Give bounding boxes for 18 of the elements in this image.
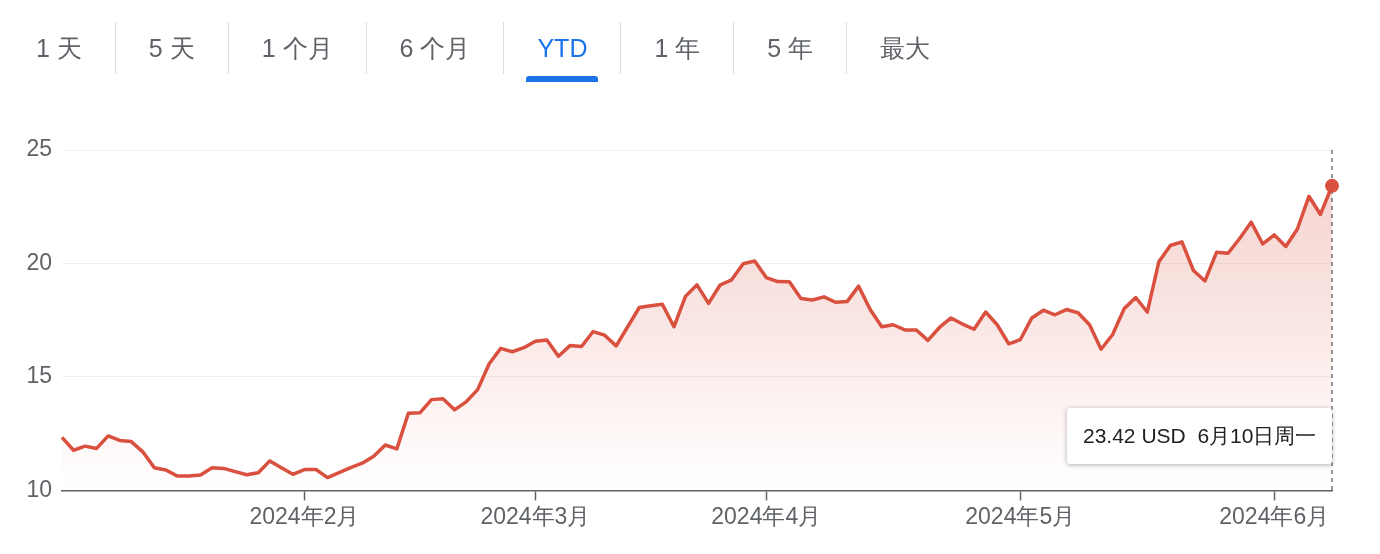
x-tick-label: 2024年5月: [965, 502, 1076, 529]
x-tick-label: 2024年4月: [711, 502, 822, 529]
x-tick-label: 2024年3月: [480, 502, 591, 529]
y-tick-label: 10: [26, 475, 52, 502]
text: 1 个月: [227, 22, 366, 74]
text: 最大: [846, 22, 964, 74]
text: 5 年: [733, 22, 847, 74]
y-tick-label: 25: [26, 135, 52, 162]
text: 6 个月: [365, 22, 504, 74]
y-tick-label: 15: [26, 362, 52, 389]
text: 1 天: [35, 33, 83, 64]
y-tick-label: 20: [26, 248, 52, 275]
text: 5 天: [114, 22, 228, 74]
annotation: 23.42 USD 6月10日周一: [1067, 408, 1333, 465]
text: YTD: [503, 22, 621, 74]
text: 1 年: [620, 22, 734, 74]
x-tick-label: 2024年2月: [249, 502, 360, 529]
x-tick-label: 2024年6月: [1219, 502, 1330, 529]
